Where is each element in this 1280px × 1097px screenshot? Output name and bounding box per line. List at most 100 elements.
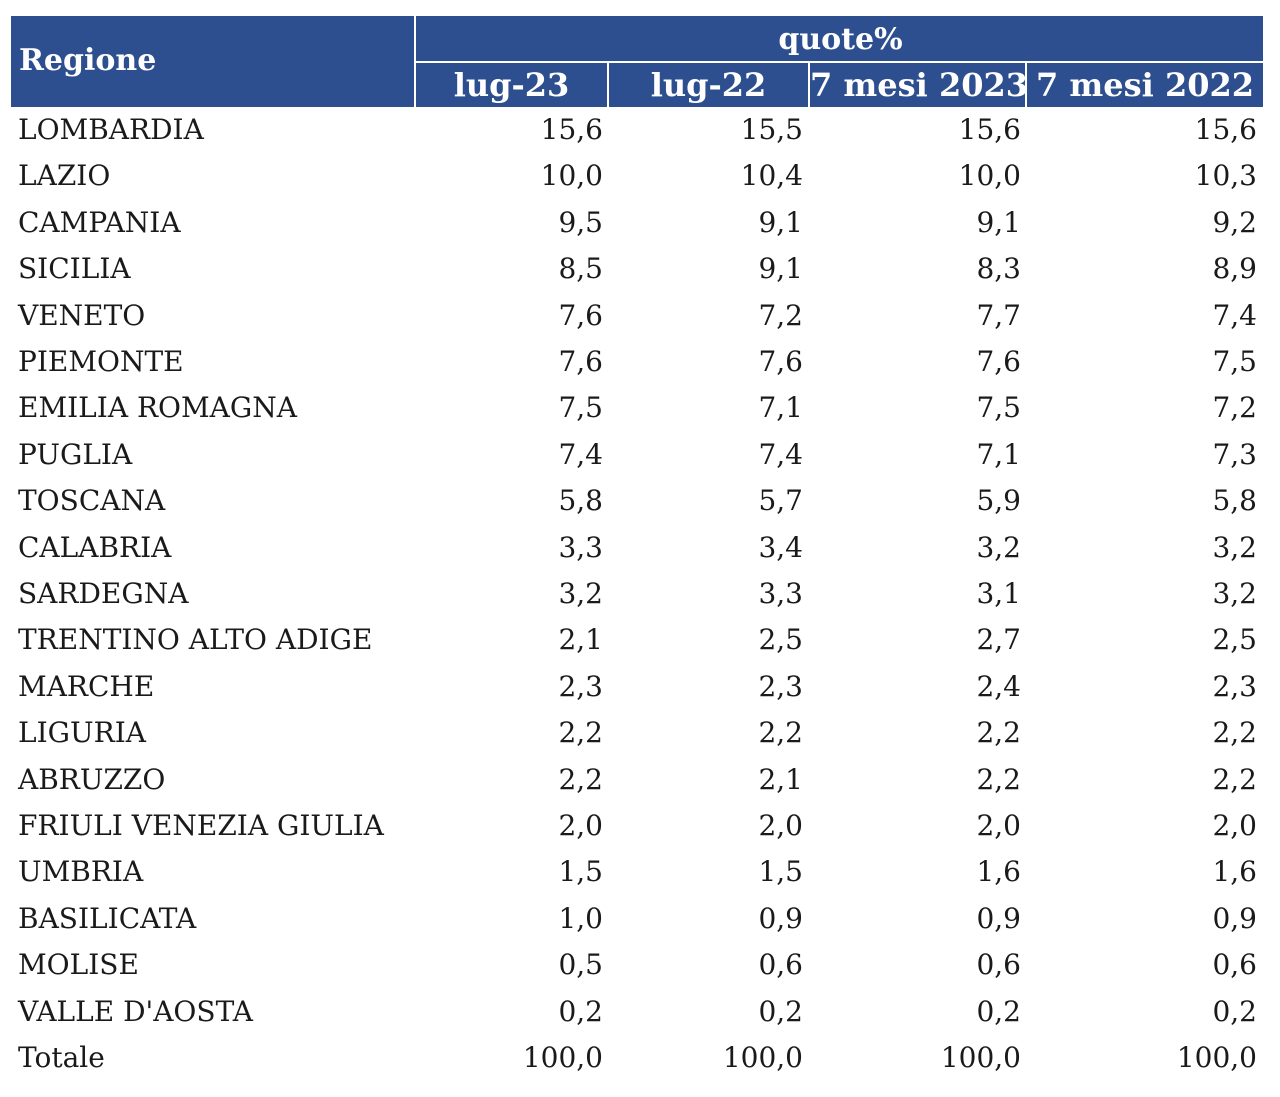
region-name: FRIULI VENEZIA GIULIA bbox=[18, 809, 384, 842]
share-value: 100,0 bbox=[1176, 1041, 1257, 1074]
share-value: 7,7 bbox=[976, 298, 1021, 332]
region-name: VALLE D'AOSTA bbox=[18, 994, 253, 1028]
share-value: 1,5 bbox=[758, 855, 803, 889]
share-value: 10,4 bbox=[740, 159, 803, 193]
share-value: 7,1 bbox=[976, 437, 1021, 471]
table-row: MOLISE 0,5 0,6 0,6 0,6 bbox=[11, 942, 1263, 988]
share-value: 1,6 bbox=[976, 855, 1021, 889]
table-row: CALABRIA 3,3 3,4 3,2 3,2 bbox=[11, 525, 1263, 571]
share-value: 3,2 bbox=[1212, 530, 1257, 564]
share-value: 2,3 bbox=[1212, 669, 1257, 703]
region-name: PUGLIA bbox=[18, 437, 133, 471]
table-row: LAZIO 10,0 10,4 10,0 10,3 bbox=[11, 153, 1263, 199]
share-value: 2,1 bbox=[558, 623, 603, 657]
region-share-table: Regione quote% lug-23 lug-22 7 mesi 2023… bbox=[11, 16, 1263, 1074]
region-column-header: Regione bbox=[19, 43, 157, 78]
share-value: 3,1 bbox=[976, 577, 1021, 610]
table-row: Totale 100,0 100,0 100,0 100,0 bbox=[11, 1035, 1263, 1081]
share-value: 2,2 bbox=[558, 716, 603, 750]
share-value: 5,7 bbox=[758, 484, 803, 518]
share-value: 15,6 bbox=[1194, 113, 1257, 146]
share-value: 9,1 bbox=[758, 252, 803, 286]
share-value: 7,4 bbox=[758, 437, 803, 471]
share-value: 1,6 bbox=[1212, 855, 1257, 889]
header-divider bbox=[414, 16, 416, 107]
table-row: TRENTINO ALTO ADIGE 2,1 2,5 2,7 2,5 bbox=[11, 617, 1263, 663]
share-value: 100,0 bbox=[722, 1041, 803, 1074]
region-name: EMILIA ROMAGNA bbox=[18, 391, 297, 425]
share-value: 3,2 bbox=[976, 530, 1021, 564]
share-value: 5,9 bbox=[976, 484, 1021, 518]
share-value: 0,9 bbox=[976, 901, 1021, 935]
share-value: 2,7 bbox=[976, 623, 1021, 657]
table-row: EMILIA ROMAGNA 7,5 7,1 7,5 7,2 bbox=[11, 385, 1263, 431]
share-value: 2,0 bbox=[558, 809, 603, 842]
share-value: 0,9 bbox=[1212, 901, 1257, 935]
region-name: LOMBARDIA bbox=[18, 113, 204, 146]
region-name: BASILICATA bbox=[18, 901, 197, 935]
share-value: 2,0 bbox=[1212, 809, 1257, 842]
region-name: CAMPANIA bbox=[18, 205, 181, 239]
header-divider bbox=[416, 61, 1263, 63]
region-name: MOLISE bbox=[18, 948, 139, 982]
region-name: VENETO bbox=[18, 298, 146, 332]
share-value: 0,5 bbox=[558, 948, 603, 982]
share-value: 5,8 bbox=[558, 484, 603, 518]
table-row: MARCHE 2,3 2,3 2,4 2,3 bbox=[11, 664, 1263, 710]
share-value: 8,9 bbox=[1212, 252, 1257, 286]
share-value: 5,8 bbox=[1212, 484, 1257, 518]
share-value: 0,6 bbox=[758, 948, 803, 982]
region-name: MARCHE bbox=[18, 669, 155, 703]
share-value: 0,2 bbox=[558, 994, 603, 1028]
share-value: 7,6 bbox=[558, 298, 603, 332]
share-value: 7,3 bbox=[1212, 437, 1257, 471]
share-value: 3,3 bbox=[758, 577, 803, 610]
table-row: FRIULI VENEZIA GIULIA 2,0 2,0 2,0 2,0 bbox=[11, 803, 1263, 849]
header-divider bbox=[808, 63, 810, 107]
table-row: CAMPANIA 9,5 9,1 9,1 9,2 bbox=[11, 200, 1263, 246]
region-name: PIEMONTE bbox=[18, 345, 184, 378]
table-row: VALLE D'AOSTA 0,2 0,2 0,2 0,2 bbox=[11, 989, 1263, 1035]
share-value: 7,5 bbox=[558, 391, 603, 425]
share-value: 2,2 bbox=[1212, 716, 1257, 750]
share-value: 7,2 bbox=[758, 298, 803, 332]
share-value: 3,3 bbox=[558, 530, 603, 564]
share-value: 2,2 bbox=[758, 716, 803, 750]
share-value: 10,0 bbox=[540, 159, 603, 193]
share-value: 0,9 bbox=[758, 901, 803, 935]
share-value: 7,2 bbox=[1212, 391, 1257, 425]
region-name: Totale bbox=[18, 1041, 105, 1074]
quote-group-header: quote% bbox=[778, 22, 903, 57]
header-divider bbox=[1025, 63, 1027, 107]
column-header-7-mesi-2022: 7 mesi 2022 bbox=[1036, 66, 1254, 104]
table-row: PUGLIA 7,4 7,4 7,1 7,3 bbox=[11, 432, 1263, 478]
share-value: 15,6 bbox=[958, 113, 1021, 146]
share-value: 2,3 bbox=[558, 669, 603, 703]
table-row: UMBRIA 1,5 1,5 1,6 1,6 bbox=[11, 849, 1263, 895]
share-value: 2,4 bbox=[976, 669, 1021, 703]
region-name: CALABRIA bbox=[18, 530, 172, 564]
region-name: SICILIA bbox=[18, 252, 131, 286]
share-value: 2,0 bbox=[976, 809, 1021, 842]
share-value: 3,4 bbox=[758, 530, 803, 564]
share-value: 10,3 bbox=[1194, 159, 1257, 193]
column-header-lug-22: lug-22 bbox=[650, 66, 767, 104]
column-header-lug-23: lug-23 bbox=[453, 66, 570, 104]
share-value: 100,0 bbox=[940, 1041, 1021, 1074]
share-value: 9,1 bbox=[976, 205, 1021, 239]
table-row: BASILICATA 1,0 0,9 0,9 0,9 bbox=[11, 896, 1263, 942]
share-value: 7,6 bbox=[976, 345, 1021, 378]
share-value: 2,2 bbox=[1212, 762, 1257, 796]
share-value: 10,0 bbox=[958, 159, 1021, 193]
region-name: SARDEGNA bbox=[18, 577, 189, 610]
region-name: TOSCANA bbox=[18, 484, 166, 518]
share-value: 9,2 bbox=[1212, 205, 1257, 239]
table-row: VENETO 7,6 7,2 7,7 7,4 bbox=[11, 293, 1263, 339]
share-value: 2,5 bbox=[1212, 623, 1257, 657]
share-value: 0,2 bbox=[758, 994, 803, 1028]
region-name: TRENTINO ALTO ADIGE bbox=[18, 623, 373, 657]
header-divider bbox=[607, 63, 609, 107]
region-name: LAZIO bbox=[18, 159, 111, 193]
table-row: SICILIA 8,5 9,1 8,3 8,9 bbox=[11, 246, 1263, 292]
share-value: 2,2 bbox=[976, 716, 1021, 750]
